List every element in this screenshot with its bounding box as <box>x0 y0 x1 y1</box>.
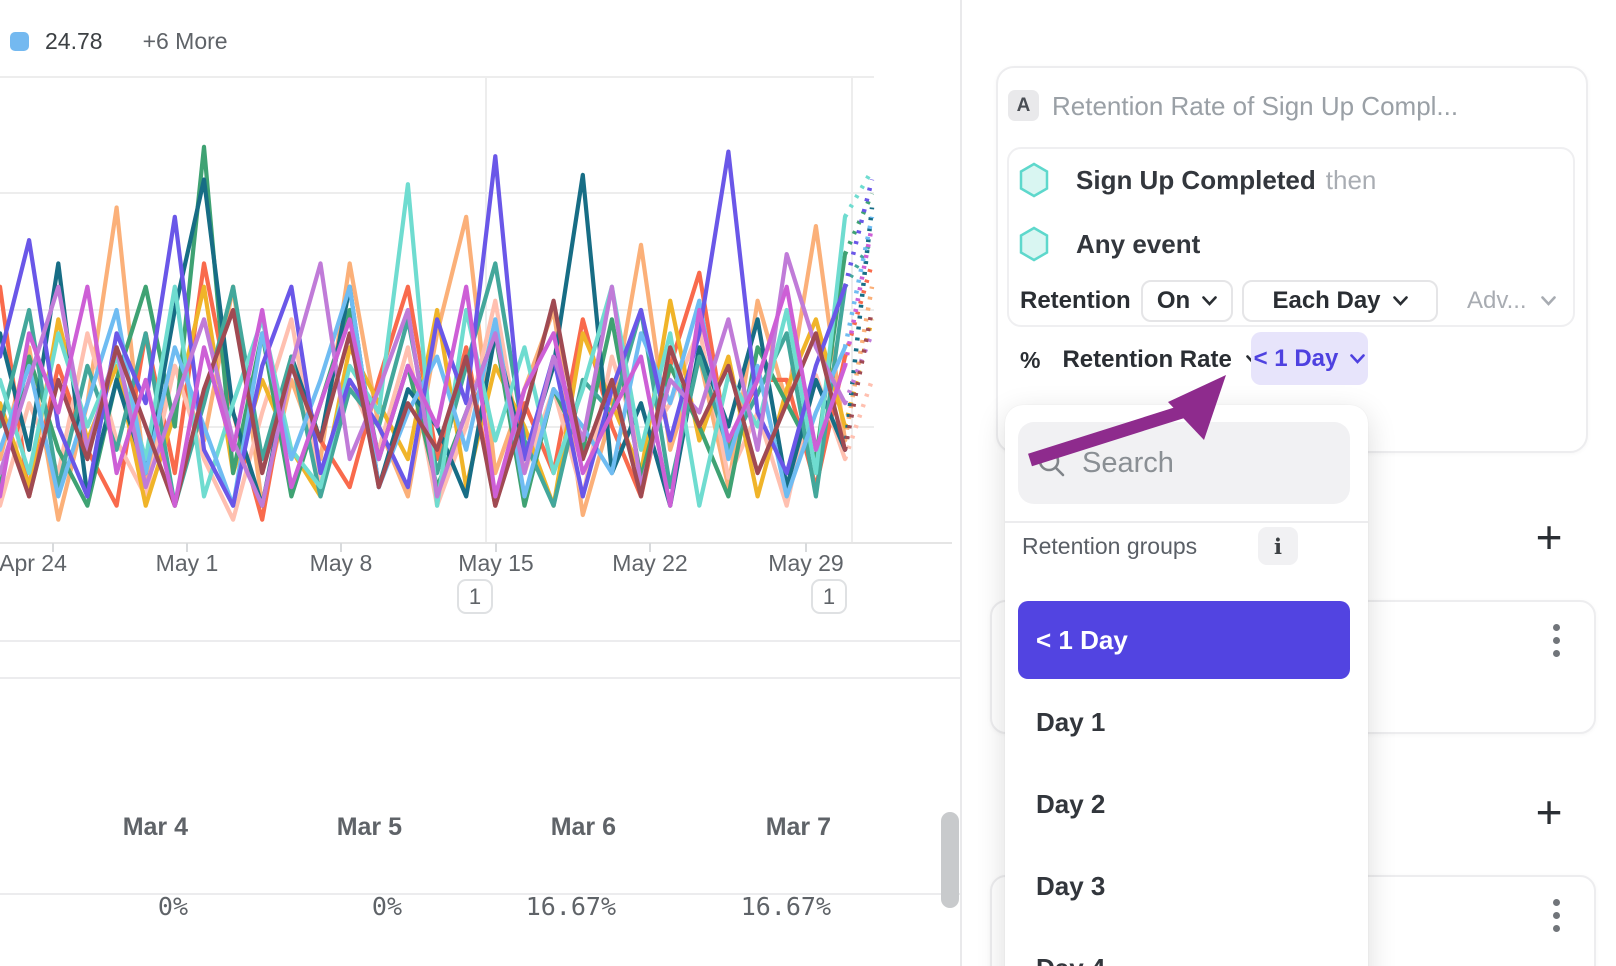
panel-divider <box>960 0 962 966</box>
table-top-divider <box>0 677 961 679</box>
x-axis-label: May 22 <box>612 550 688 576</box>
event-row-any-event[interactable]: Any event <box>1018 226 1200 262</box>
retention-type-dropdown[interactable]: Retention <box>1020 280 1158 322</box>
dropdown-option[interactable]: Day 2 <box>1036 788 1106 819</box>
dropdown-option[interactable]: Day 3 <box>1036 870 1106 901</box>
advanced-label: Adv... <box>1467 287 1527 314</box>
retention-group-options: < 1 Day Day 1 Day 2 Day 3 Day 4 <box>1018 601 1350 966</box>
table-column-header: Mar 5 <box>336 813 402 841</box>
chart-series-projection <box>842 216 875 348</box>
chart-series-projection <box>842 207 875 451</box>
percent-icon: % <box>1020 346 1041 373</box>
kebab-menu-icon[interactable] <box>1551 624 1561 657</box>
table-cell-value: 16.67% <box>740 892 831 921</box>
pagination-button[interactable]: 1 <box>811 579 847 614</box>
event-hexagon-icon <box>1019 162 1049 198</box>
x-axis-label: Apr 24 <box>0 550 67 576</box>
chart-series-layer <box>0 144 875 522</box>
chart-series-projection <box>842 332 875 405</box>
chart-series-projection <box>842 379 875 460</box>
dropdown-option[interactable]: Day 4 <box>1018 927 1350 966</box>
x-axis-label: May 1 <box>155 550 219 576</box>
chart-series-projection <box>842 286 875 441</box>
table-column-header: Mar 6 <box>550 813 616 841</box>
chart-axis <box>0 542 952 552</box>
retention-type-label: Retention <box>1020 287 1131 314</box>
chevron-down-icon <box>1350 353 1366 364</box>
metric-dropdown[interactable]: % Retention Rate <box>1020 334 1261 386</box>
vertical-scrollbar[interactable] <box>941 812 959 908</box>
chart-series-projection <box>842 178 875 288</box>
info-icon[interactable]: i <box>1258 527 1298 565</box>
search-icon <box>1038 450 1065 477</box>
search-input[interactable] <box>1082 446 1322 480</box>
event-row-signup[interactable]: Sign Up Completed then <box>1018 162 1376 198</box>
interval-dropdown[interactable]: Each Day <box>1242 280 1438 322</box>
x-axis-label: May 8 <box>309 550 373 576</box>
chart-series-projection <box>842 225 875 367</box>
legend-more-button[interactable]: +6 More <box>142 28 228 54</box>
retention-group-dropdown[interactable]: < 1 Day <box>1251 332 1368 385</box>
chevron-down-icon <box>1540 296 1556 306</box>
dropdown-option[interactable]: Day 1 <box>1036 706 1106 737</box>
legend-series-value: 24.78 <box>45 28 103 54</box>
pagination-button[interactable]: 1 <box>457 579 493 614</box>
chart-series-projection <box>842 192 875 256</box>
retention-group-label: < 1 Day <box>1253 344 1339 372</box>
chart-series-line <box>0 284 848 508</box>
event-name: Any event <box>1076 228 1201 259</box>
event-hexagon-icon <box>1019 226 1049 262</box>
module-letter-badge: A <box>1008 90 1039 121</box>
chart-series-projection <box>842 309 875 451</box>
query-title[interactable]: Retention Rate of Sign Up Compl... <box>1052 91 1459 121</box>
search-box[interactable] <box>1018 422 1350 504</box>
table-cell-value: 0% <box>371 892 402 921</box>
add-module-button[interactable]: + <box>1535 511 1563 563</box>
legend-swatch <box>10 32 29 51</box>
chevron-down-icon <box>1202 296 1217 306</box>
chart-series-projection <box>843 169 874 218</box>
chart-legend: 24.78 +6 More <box>10 28 228 55</box>
x-axis-label: May 29 <box>768 550 844 576</box>
table-cell-value: 0% <box>157 892 188 921</box>
advanced-dropdown[interactable]: Adv... <box>1467 280 1556 322</box>
kebab-menu-icon[interactable] <box>1551 899 1561 932</box>
section-divider <box>0 640 961 642</box>
metric-label: Retention Rate <box>1062 346 1232 373</box>
table-column-header: Mar 4 <box>122 813 188 841</box>
chart-series-line <box>0 298 848 508</box>
add-module-button[interactable]: + <box>1535 786 1563 838</box>
chart-series-line <box>0 252 848 508</box>
on-label: On <box>1156 287 1191 314</box>
event-name: Sign Up Completed <box>1076 164 1316 195</box>
chevron-down-icon <box>1392 296 1408 306</box>
x-axis-label: May 15 <box>458 550 534 576</box>
interval-label: Each Day <box>1272 287 1381 314</box>
table-column-header: Mar 7 <box>765 813 831 841</box>
menu-section-label: Retention groups <box>1022 533 1198 559</box>
event-suffix: then <box>1325 164 1377 195</box>
retention-chart <box>0 76 952 552</box>
menu-divider <box>1005 521 1368 523</box>
table-cell-value: 16.67% <box>525 892 616 921</box>
on-dropdown[interactable]: On <box>1141 280 1233 322</box>
dropdown-option-selected[interactable]: < 1 Day <box>1018 601 1350 679</box>
table-header-divider <box>0 893 961 895</box>
